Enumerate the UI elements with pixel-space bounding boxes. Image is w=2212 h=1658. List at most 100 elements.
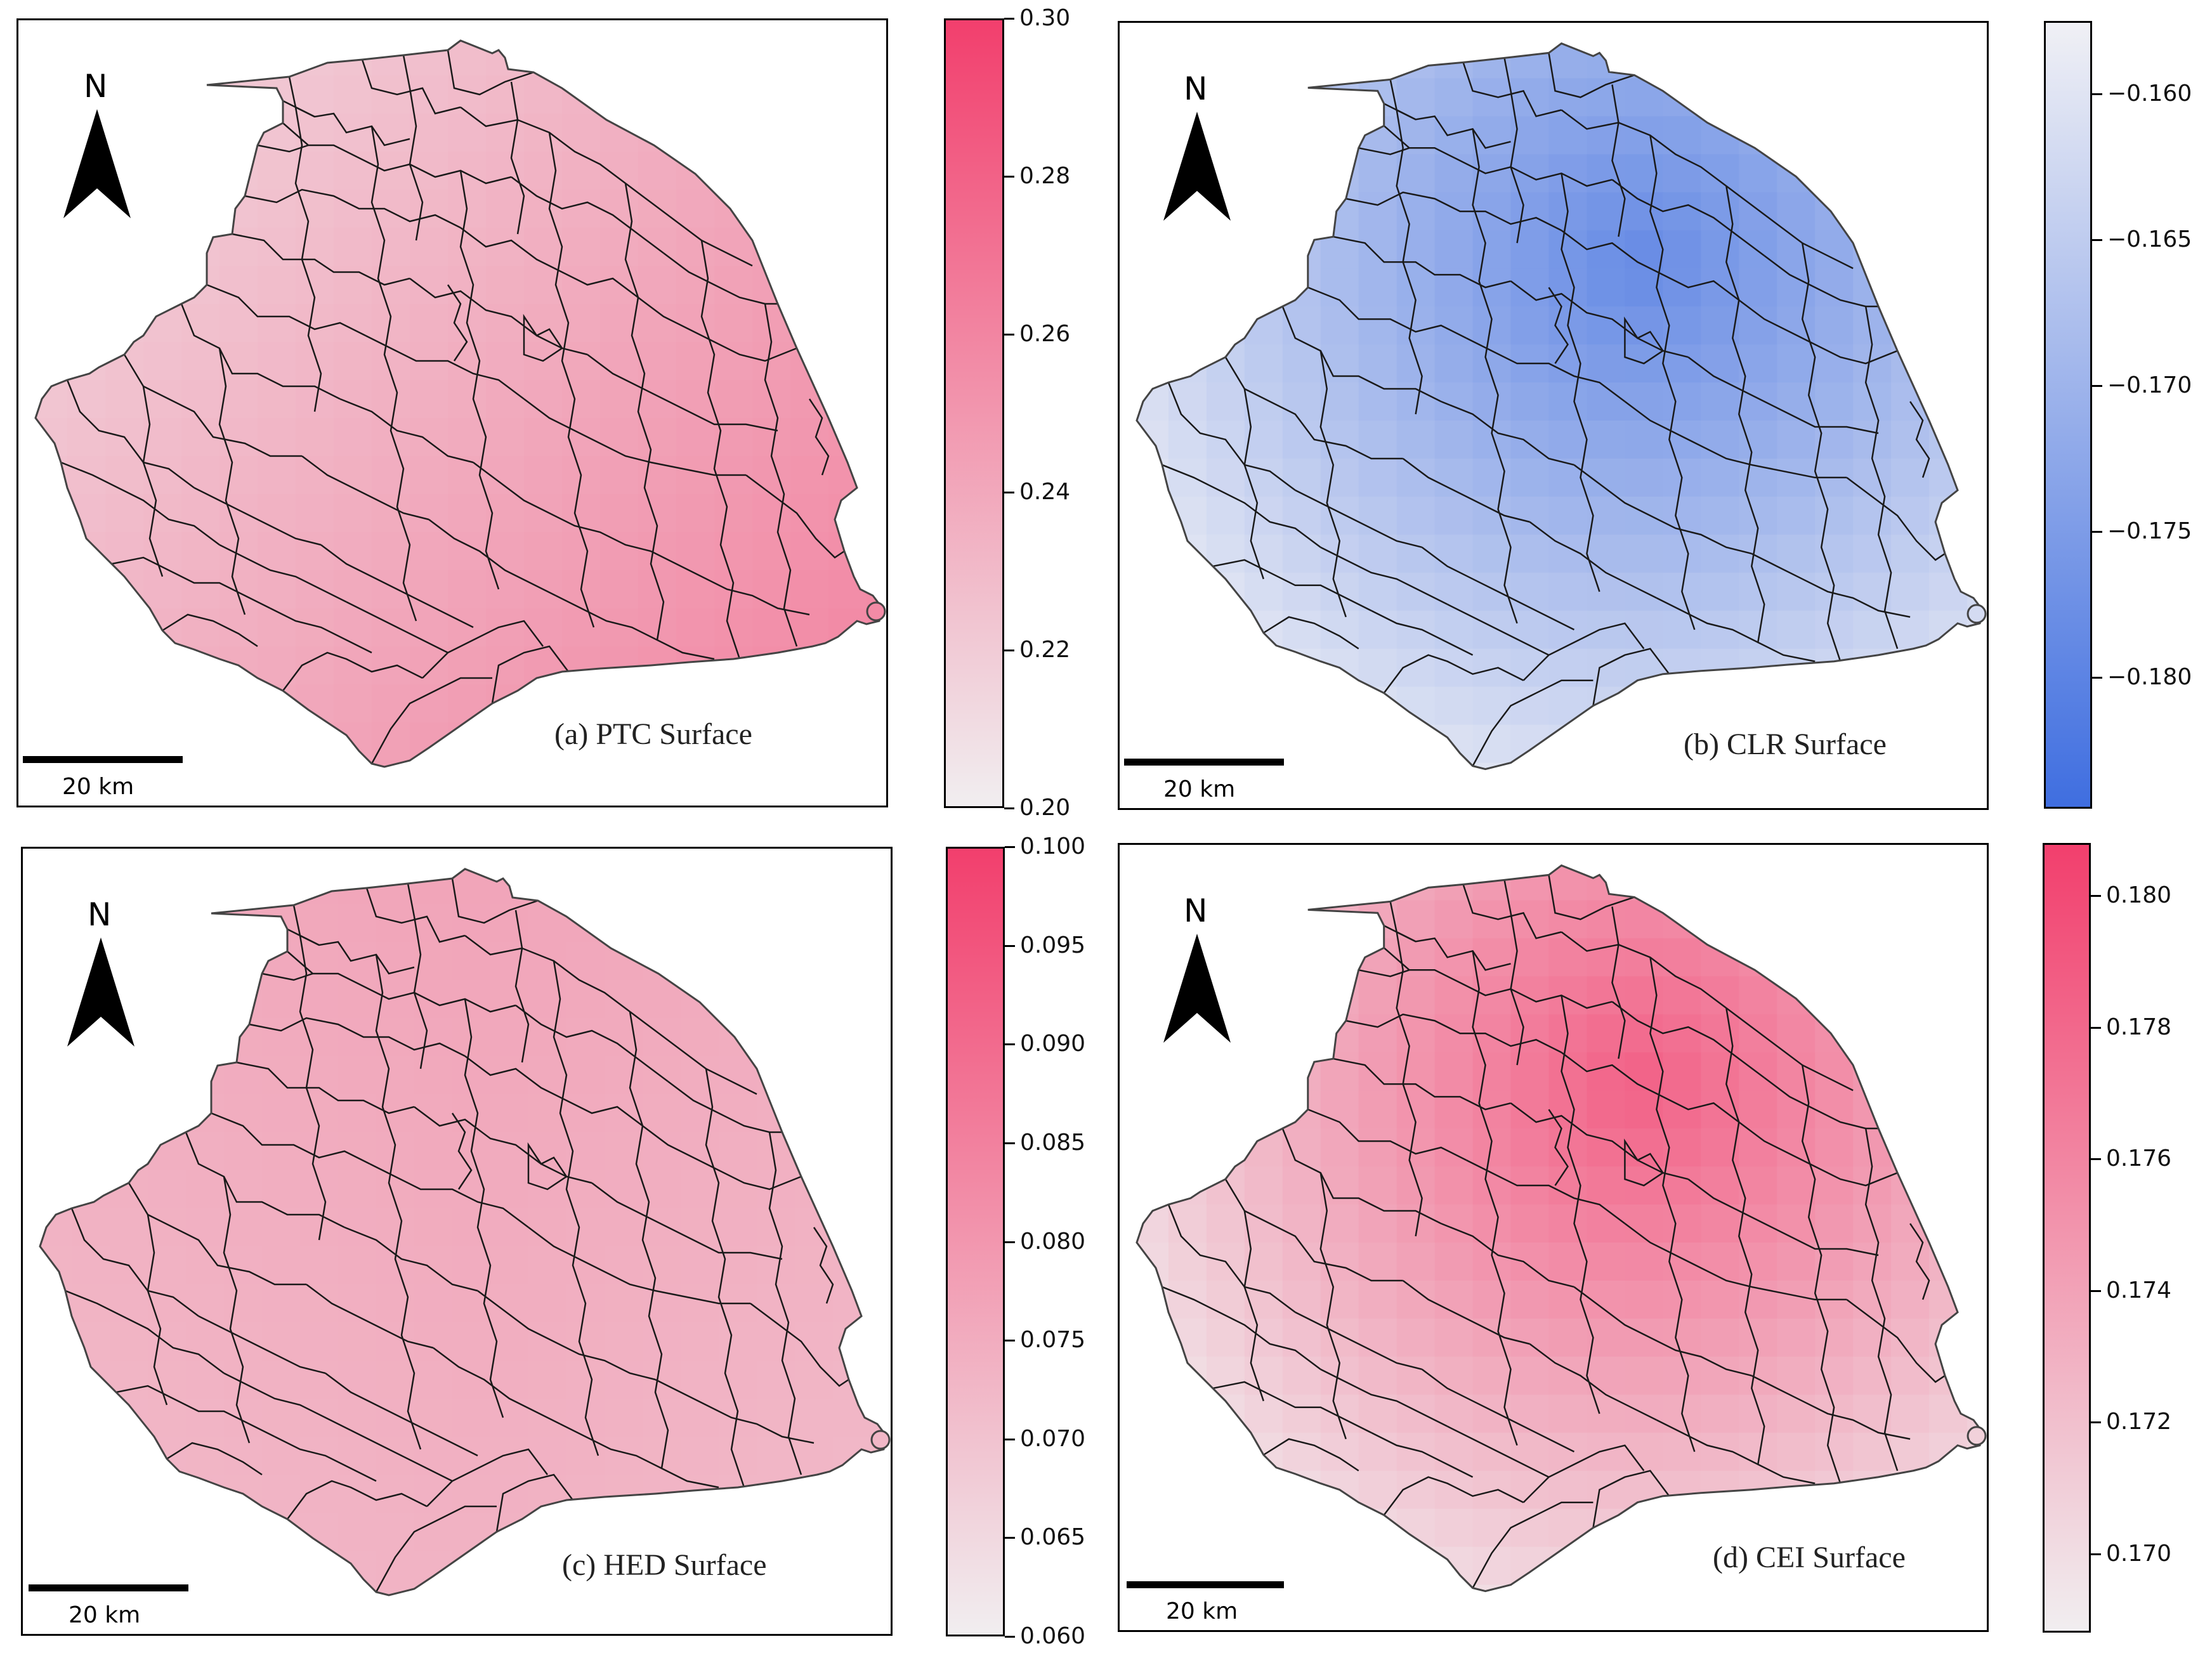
district-boundary (414, 1106, 592, 1184)
district-cell (1244, 610, 1283, 649)
district-cell (1967, 1584, 1984, 1591)
district-cell (1244, 1280, 1283, 1319)
district-cell (1625, 1090, 1664, 1130)
district-cell (871, 904, 887, 943)
district-cell (1967, 938, 1984, 977)
district-cell (1282, 900, 1321, 939)
district-cell (72, 1056, 110, 1095)
district-cell (414, 1018, 453, 1057)
district-boundary (1561, 931, 1727, 1009)
district-cell (148, 1399, 187, 1437)
district-boundary (346, 601, 448, 654)
district-cell (1701, 230, 1740, 270)
panel-c-colorbar (946, 847, 1005, 1636)
panel-b-scale-label: 20 km (1163, 776, 1236, 802)
district-cell (181, 114, 220, 152)
district-boundary (1846, 476, 1946, 561)
district-cell (452, 1056, 491, 1095)
district-cell (1168, 686, 1207, 726)
district-cell (1434, 1546, 1474, 1586)
district-boundary (514, 910, 530, 1063)
district-cell (605, 1399, 643, 1437)
district-cell (1320, 1546, 1359, 1586)
district-cell (605, 1361, 643, 1399)
panel-a-scale-bar (23, 756, 183, 763)
district-cell (1168, 382, 1207, 421)
district-cell (110, 1513, 148, 1551)
district-cell (1358, 154, 1397, 193)
district-cell (795, 1056, 834, 1095)
district-cell (600, 532, 639, 571)
district-cell (1891, 1090, 1930, 1130)
district-cell (1701, 192, 1740, 232)
district-cell (562, 646, 601, 685)
district-cell (1168, 1242, 1207, 1281)
district-cell (1396, 1546, 1436, 1586)
district-cell (643, 1018, 681, 1057)
colorbar-tick (1005, 1636, 1015, 1638)
district-cell (600, 418, 639, 457)
district-cell (790, 570, 829, 609)
district-cell (143, 266, 182, 304)
district-cell (719, 1132, 757, 1171)
district-cell (1358, 1090, 1397, 1130)
district-cell (714, 266, 753, 304)
district-cell (490, 1094, 529, 1133)
district-cell (296, 760, 334, 767)
district-cell (1777, 1242, 1816, 1281)
district-boundary (813, 1227, 834, 1304)
district-cell (452, 1475, 491, 1513)
district-cell (1739, 938, 1778, 977)
district-cell (752, 684, 791, 723)
district-cell (1548, 458, 1588, 497)
district-cell (1701, 900, 1740, 939)
district-cell (867, 418, 882, 457)
district-boundary (115, 1385, 275, 1438)
colorbar-tick (1004, 176, 1014, 178)
district-cell (1358, 610, 1397, 649)
district-cell (790, 456, 829, 495)
district-cell (1777, 230, 1816, 270)
district-cell (67, 304, 106, 343)
district-cell (1891, 1014, 1930, 1054)
district-cell (1136, 458, 1169, 497)
district-boundary (655, 1378, 815, 1444)
district-cell (1434, 458, 1474, 497)
colorbar-tick (1005, 1537, 1015, 1539)
district-cell (1739, 1204, 1778, 1243)
district-cell (1510, 1584, 1550, 1591)
district-cell (1434, 1280, 1474, 1319)
district-cell (300, 1589, 339, 1595)
district-cell (524, 608, 563, 647)
district-cell (1739, 116, 1778, 155)
district-cell (1815, 1166, 1854, 1206)
district-cell (605, 1246, 643, 1285)
district-cell (1853, 1280, 1892, 1319)
district-cell (1320, 938, 1359, 977)
district-cell (752, 494, 791, 533)
district-cell (1136, 1356, 1169, 1395)
district-boundary (344, 1226, 478, 1292)
district-cell (638, 114, 677, 152)
district-cell (1434, 648, 1474, 688)
district-boundary (1383, 654, 1524, 694)
district-cell (1967, 865, 1984, 901)
district-cell (1396, 154, 1436, 193)
district-cell (414, 1551, 453, 1589)
district-cell (1320, 762, 1359, 769)
district-cell (828, 228, 867, 266)
district-cell (790, 304, 829, 343)
district-cell (300, 1246, 339, 1285)
district-cell (143, 646, 182, 685)
district-cell (1472, 116, 1512, 155)
district-cell (795, 1246, 834, 1285)
district-cell (1587, 1014, 1626, 1054)
district-cell (1206, 230, 1245, 270)
district-cell (1891, 1432, 1930, 1472)
district-cell (1815, 116, 1854, 155)
district-boundary (294, 107, 322, 412)
district-cell (1136, 1204, 1169, 1243)
district-cell (372, 456, 410, 495)
district-cell (1853, 496, 1892, 535)
district-cell (1929, 1242, 1968, 1281)
